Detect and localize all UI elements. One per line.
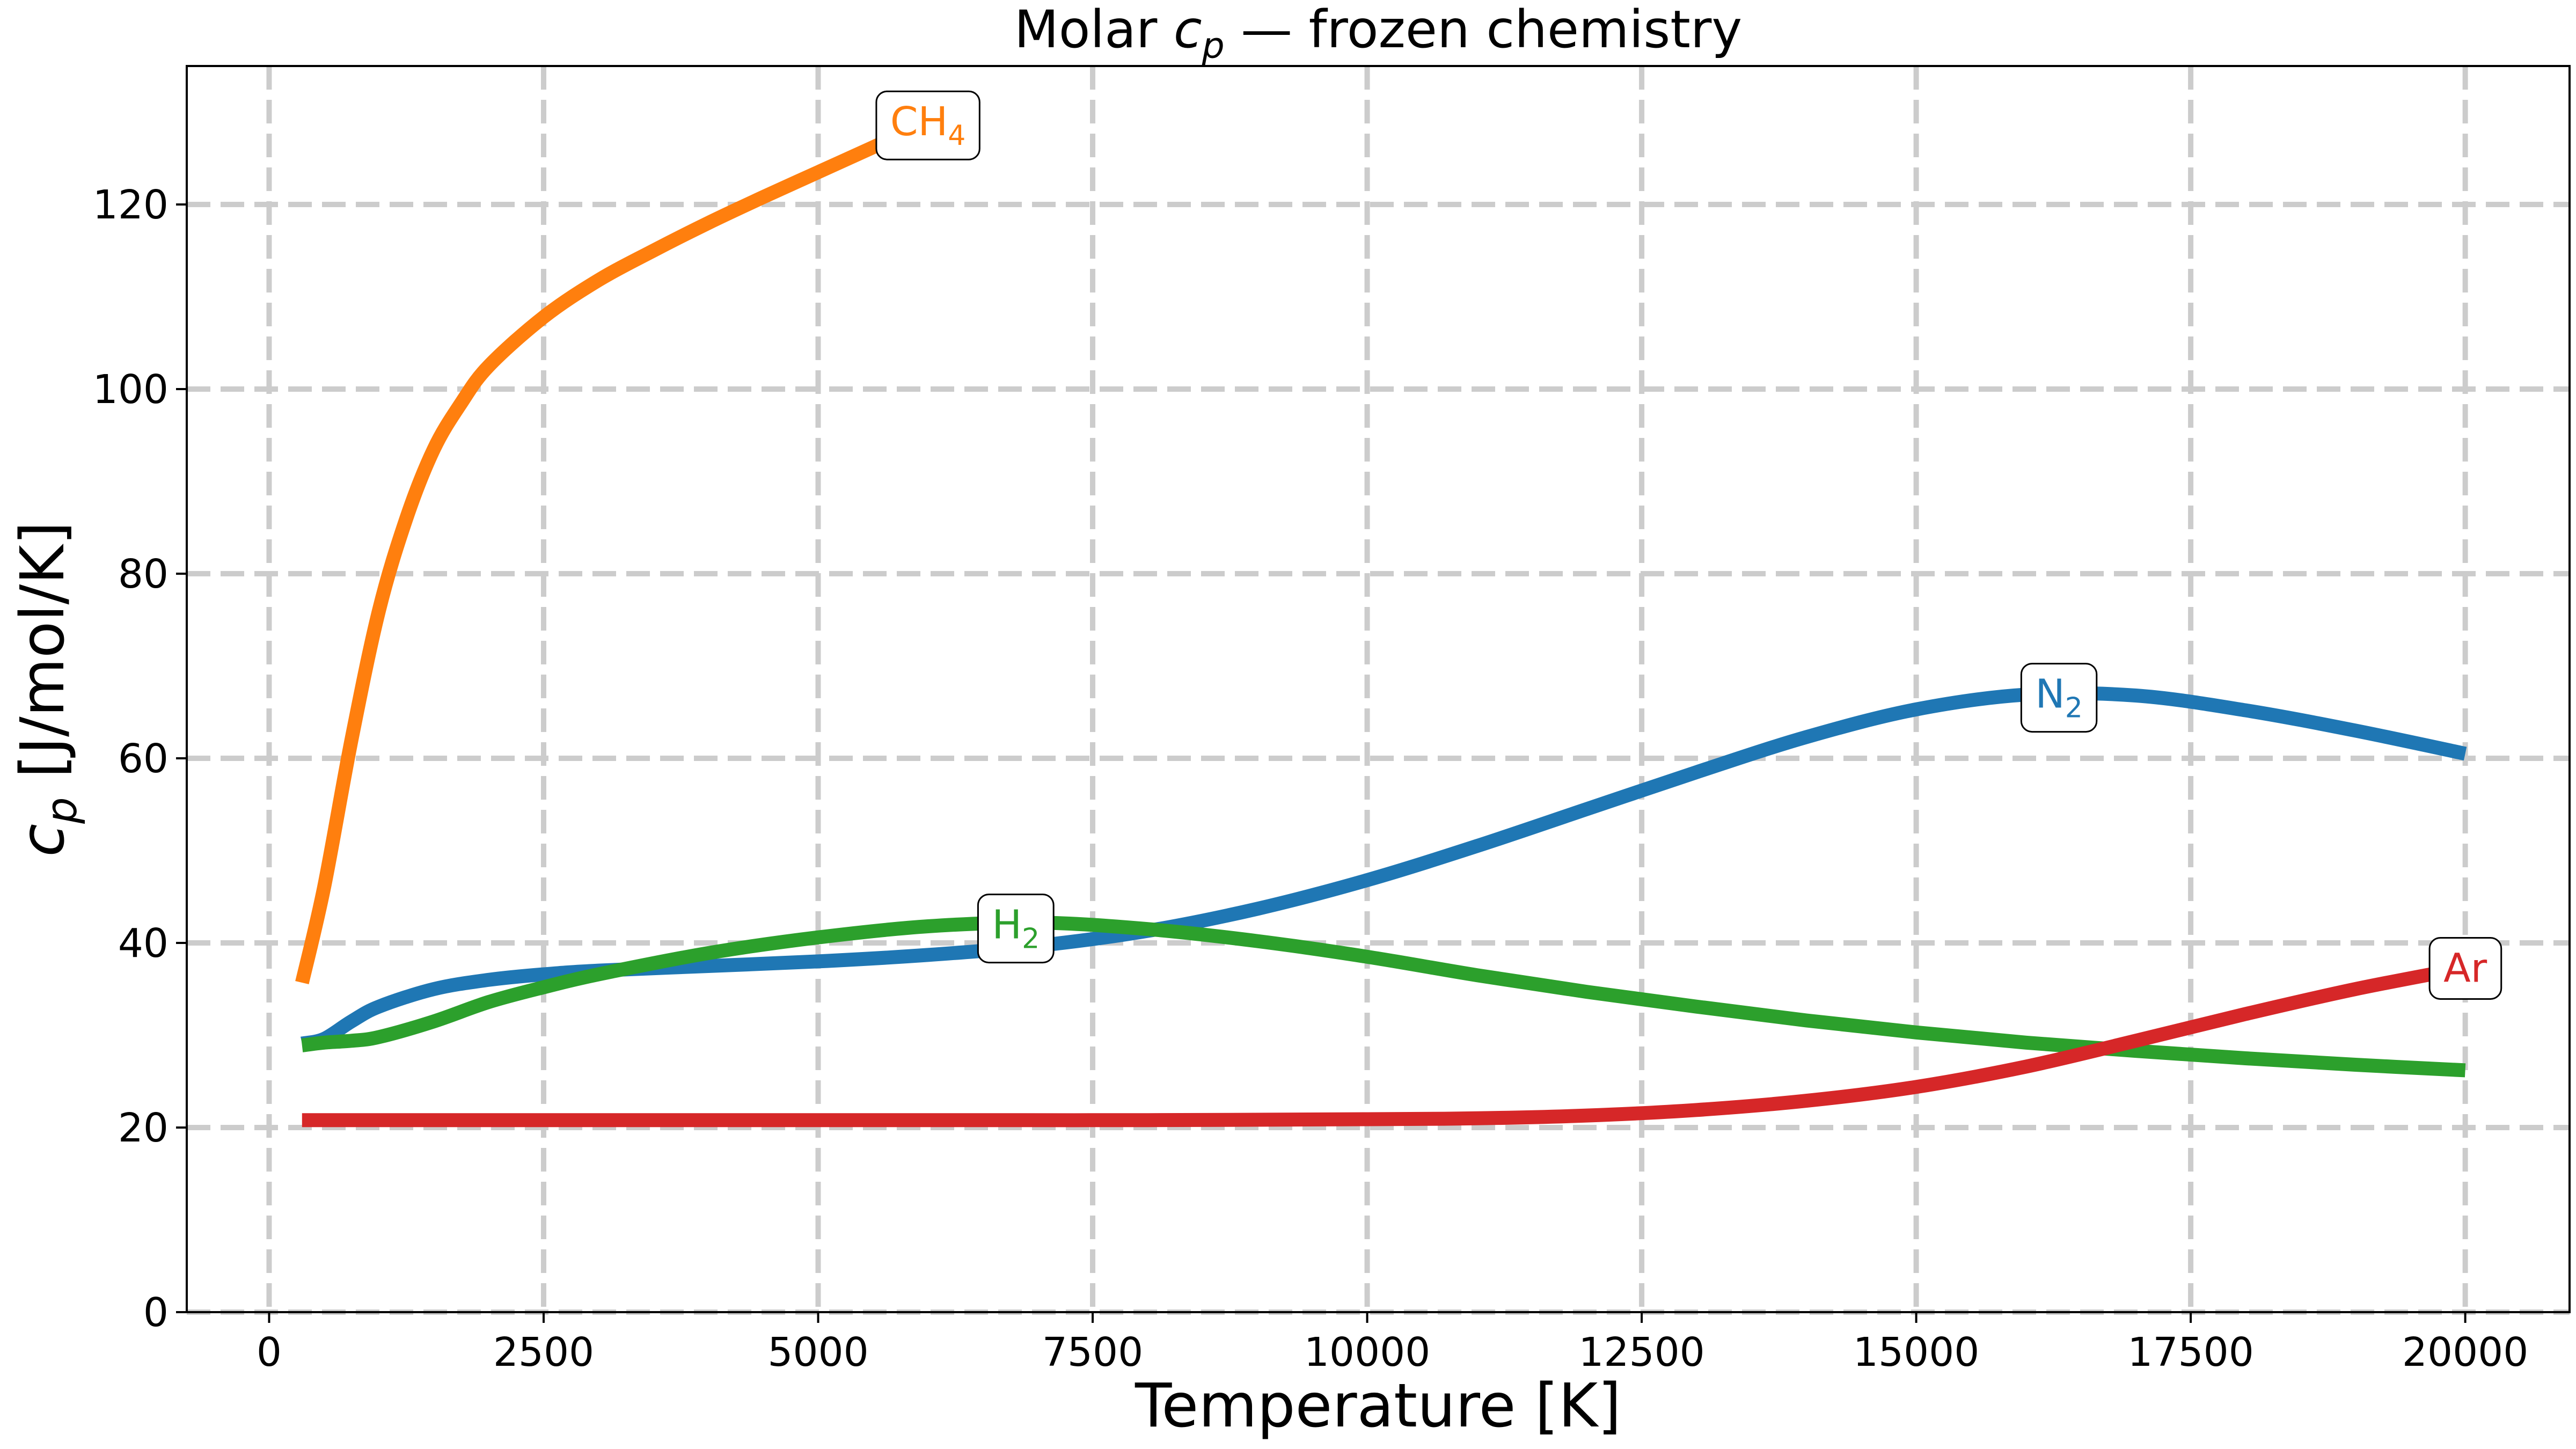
y-tick-label: 80 bbox=[118, 551, 169, 597]
series-labels: CH4 N2 H2 Ar bbox=[875, 90, 2502, 1000]
series-label-n2: N2 bbox=[2020, 663, 2098, 733]
x-tick-label: 7500 bbox=[1042, 1329, 1143, 1375]
series-label-box bbox=[2428, 936, 2502, 1000]
y-tick-label: 120 bbox=[93, 182, 169, 228]
series-line-h2 bbox=[301, 916, 2466, 1078]
x-tick-label: 12500 bbox=[1578, 1329, 1704, 1375]
x-tick-label: 10000 bbox=[1304, 1329, 1430, 1375]
series-label-text: N2 bbox=[2035, 671, 2082, 724]
x-tick-label: 5000 bbox=[767, 1329, 868, 1375]
x-tick-label: 0 bbox=[257, 1329, 282, 1375]
x-tick-label: 15000 bbox=[1853, 1329, 1979, 1375]
y-axis-label: cp [J/mol/K] bbox=[8, 522, 86, 857]
series-label-h2: H2 bbox=[977, 894, 1055, 964]
x-tick-label: 2500 bbox=[493, 1329, 594, 1375]
series-label-box bbox=[875, 90, 980, 160]
x-tick-label: 17500 bbox=[2127, 1329, 2253, 1375]
series-label-ar: Ar bbox=[2428, 936, 2502, 1000]
y-tick-label: 20 bbox=[118, 1105, 169, 1151]
y-tick-label: 0 bbox=[143, 1290, 169, 1336]
x-axis-ticks: 0 2500 5000 7500 10000 12500 15000 17500 20000 bbox=[257, 1312, 2528, 1375]
series-label-box bbox=[2020, 663, 2098, 733]
y-tick-label: 40 bbox=[118, 920, 169, 967]
y-tick-label: 100 bbox=[93, 367, 169, 413]
series-label-text: H2 bbox=[992, 902, 1040, 955]
x-axis-label: Temperature [K] bbox=[1135, 1371, 1621, 1441]
series-label-text: CH4 bbox=[890, 99, 965, 152]
y-tick-label: 60 bbox=[118, 736, 169, 782]
plot-area-frame bbox=[186, 65, 2571, 1313]
series-line-ar bbox=[302, 961, 2467, 1128]
series-label-ch4: CH4 bbox=[875, 90, 980, 160]
series-label-box bbox=[977, 894, 1055, 964]
chart-title: Molar cp — frozen chemistry bbox=[1014, 0, 1742, 67]
x-tick-label: 20000 bbox=[2402, 1329, 2528, 1375]
y-axis-ticks: 0 20 40 60 80 100 120 bbox=[93, 182, 187, 1336]
series-label-text: Ar bbox=[2443, 945, 2487, 991]
series-line-ch4 bbox=[295, 115, 931, 984]
